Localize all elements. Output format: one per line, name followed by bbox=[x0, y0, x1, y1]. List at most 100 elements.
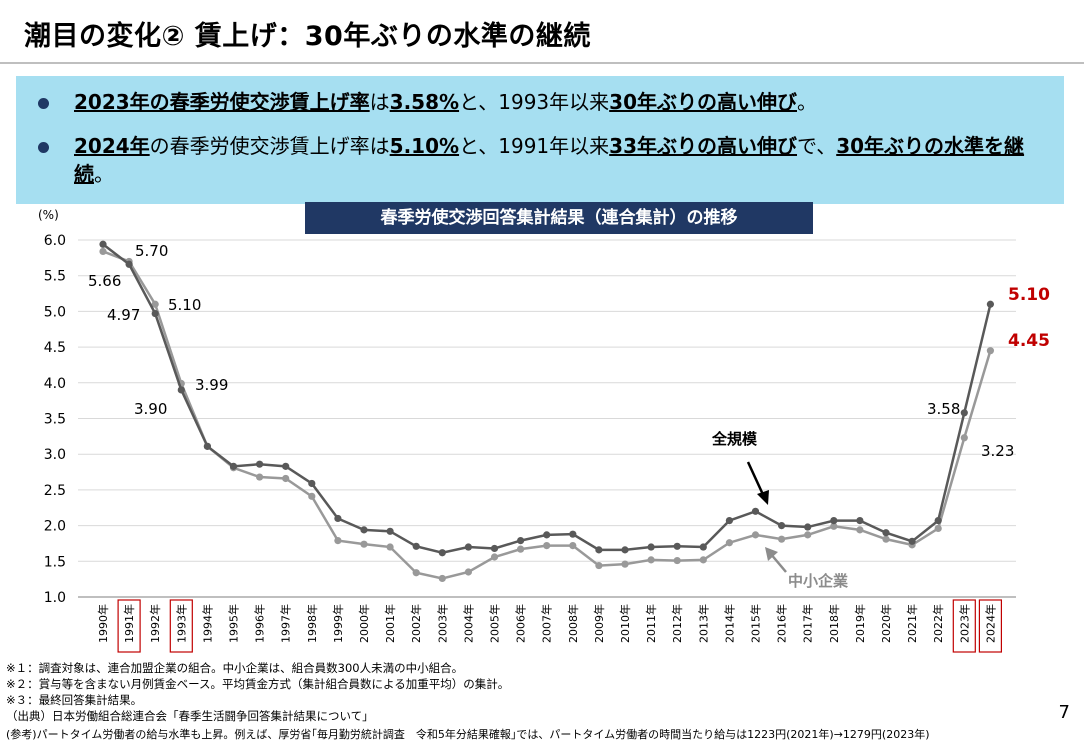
data-point bbox=[282, 462, 290, 470]
x-tick-label: 2008年 bbox=[566, 604, 580, 643]
x-tick-label: 2019年 bbox=[853, 604, 867, 643]
highlight-emphasis: 33年ぶりの高い伸び bbox=[609, 134, 798, 158]
highlight-text: 。 bbox=[797, 90, 818, 114]
annotation-arrow-head bbox=[765, 547, 778, 561]
data-point bbox=[804, 523, 812, 531]
y-tick-label: 5.0 bbox=[44, 304, 66, 320]
data-point bbox=[464, 543, 472, 551]
highlight-emphasis: 3.58% bbox=[389, 90, 460, 114]
data-point bbox=[490, 553, 499, 561]
x-tick-label: 1999年 bbox=[331, 604, 345, 643]
y-tick-label: 2.0 bbox=[44, 519, 66, 535]
x-tick-label: 2021年 bbox=[905, 604, 919, 643]
x-tick-label: 2014年 bbox=[722, 604, 736, 643]
data-point bbox=[725, 539, 734, 547]
data-point bbox=[543, 541, 551, 550]
data-point bbox=[986, 300, 995, 308]
x-tick-label: 1990年 bbox=[96, 604, 110, 643]
y-tick-label: 2.5 bbox=[44, 483, 66, 499]
data-point bbox=[804, 531, 812, 539]
y-tick-label: 1.0 bbox=[44, 590, 66, 606]
x-tick-label: 2007年 bbox=[540, 604, 554, 643]
y-tick-label: 4.0 bbox=[44, 376, 66, 392]
x-tick-label: 1995年 bbox=[227, 604, 241, 643]
footnote-2: ※２：賞与等を含まない月例賃金ベース。平均賃金方式（集計組合員数による加重平均）… bbox=[6, 677, 510, 691]
reference-note: (参考)パートタイム労働者の給与水準も上昇。例えば、厚労省｢毎月勤労統計調査 令… bbox=[6, 728, 930, 741]
x-tick-label: 2024年 bbox=[983, 604, 997, 643]
highlight-year-box bbox=[952, 599, 976, 653]
data-label: 4.97 bbox=[107, 306, 140, 324]
highlight-text: と、1991年以来 bbox=[459, 134, 610, 158]
data-point bbox=[673, 542, 681, 550]
data-point bbox=[464, 568, 472, 576]
x-tick-label: 2002年 bbox=[409, 604, 423, 643]
x-tick-label: 2011年 bbox=[644, 604, 658, 643]
data-label: 5.66 bbox=[88, 272, 121, 290]
x-tick-label: 2010年 bbox=[618, 604, 632, 643]
data-point bbox=[360, 540, 368, 548]
data-point bbox=[386, 527, 394, 535]
x-tick-label: 2013年 bbox=[696, 604, 710, 643]
data-label: 3.23 bbox=[981, 442, 1014, 460]
y-tick-label: 5.5 bbox=[44, 269, 66, 285]
data-point bbox=[647, 543, 655, 551]
y-tick-label: 3.0 bbox=[44, 447, 66, 463]
x-tick-label: 2003年 bbox=[435, 604, 449, 643]
data-point bbox=[334, 514, 342, 523]
highlight-text: の春季労使交渉賃上げ率は bbox=[149, 134, 390, 158]
highlight-year-box bbox=[117, 599, 141, 653]
data-label: 3.99 bbox=[195, 376, 228, 394]
x-tick-label: 1991年 bbox=[122, 604, 136, 643]
data-point bbox=[751, 507, 760, 515]
page-number: 7 bbox=[1058, 702, 1070, 723]
data-point bbox=[595, 561, 603, 570]
data-label: 5.70 bbox=[135, 242, 168, 260]
data-point bbox=[386, 543, 394, 551]
page-title: 潮目の変化② 賃上げ：30年ぶりの水準の継続 bbox=[24, 21, 591, 52]
data-point bbox=[256, 473, 264, 481]
highlight-text: と、1993年以来 bbox=[459, 90, 610, 114]
x-tick-label: 1992年 bbox=[148, 604, 162, 643]
data-point bbox=[960, 434, 968, 442]
data-point bbox=[569, 530, 577, 538]
y-tick-label: 3.5 bbox=[44, 412, 66, 428]
data-point bbox=[99, 247, 107, 256]
data-point bbox=[986, 347, 995, 355]
x-tick-label: 2000年 bbox=[357, 604, 371, 643]
highlight-text: で、 bbox=[797, 134, 837, 158]
data-label: 3.90 bbox=[134, 400, 167, 418]
data-label: 3.58 bbox=[927, 400, 960, 418]
x-tick-label: 2023年 bbox=[957, 604, 971, 643]
data-point bbox=[203, 442, 211, 450]
footnote-1: ※１：調査対象は、連合加盟企業の組合。中小企業は、組合員数300人未満の中小組合… bbox=[6, 661, 464, 675]
y-tick-label: 1.5 bbox=[44, 554, 66, 570]
data-point bbox=[438, 574, 446, 583]
data-point bbox=[595, 546, 603, 554]
data-point bbox=[151, 309, 159, 318]
data-point bbox=[908, 537, 916, 545]
bullet-icon bbox=[38, 142, 49, 153]
x-tick-label: 2001年 bbox=[383, 604, 397, 643]
data-point bbox=[856, 526, 864, 534]
data-point bbox=[856, 517, 864, 525]
highlight-year-box bbox=[169, 599, 193, 653]
data-point bbox=[412, 569, 420, 577]
highlight-emphasis: 2023年の春季労使交渉賃上げ率 bbox=[74, 90, 370, 114]
chart-title: 春季労使交渉回答集計結果（連合集計）の推移 bbox=[305, 202, 813, 234]
x-tick-label: 1997年 bbox=[279, 604, 293, 643]
series-line bbox=[102, 243, 992, 555]
data-point bbox=[412, 542, 420, 550]
data-label: 5.10 bbox=[168, 296, 201, 314]
x-tick-label: 2012年 bbox=[670, 604, 684, 643]
data-point bbox=[882, 529, 890, 537]
data-point bbox=[308, 492, 316, 500]
data-point bbox=[229, 462, 238, 470]
data-point bbox=[830, 522, 838, 530]
x-tick-label: 2020年 bbox=[879, 604, 893, 643]
data-point bbox=[621, 560, 629, 568]
highlight-value-label: 5.10 bbox=[1008, 285, 1050, 305]
data-point bbox=[673, 556, 681, 565]
x-tick-label: 2005年 bbox=[488, 604, 502, 643]
x-tick-label: 1996年 bbox=[253, 604, 267, 643]
annotation-arrow-head bbox=[757, 490, 769, 505]
